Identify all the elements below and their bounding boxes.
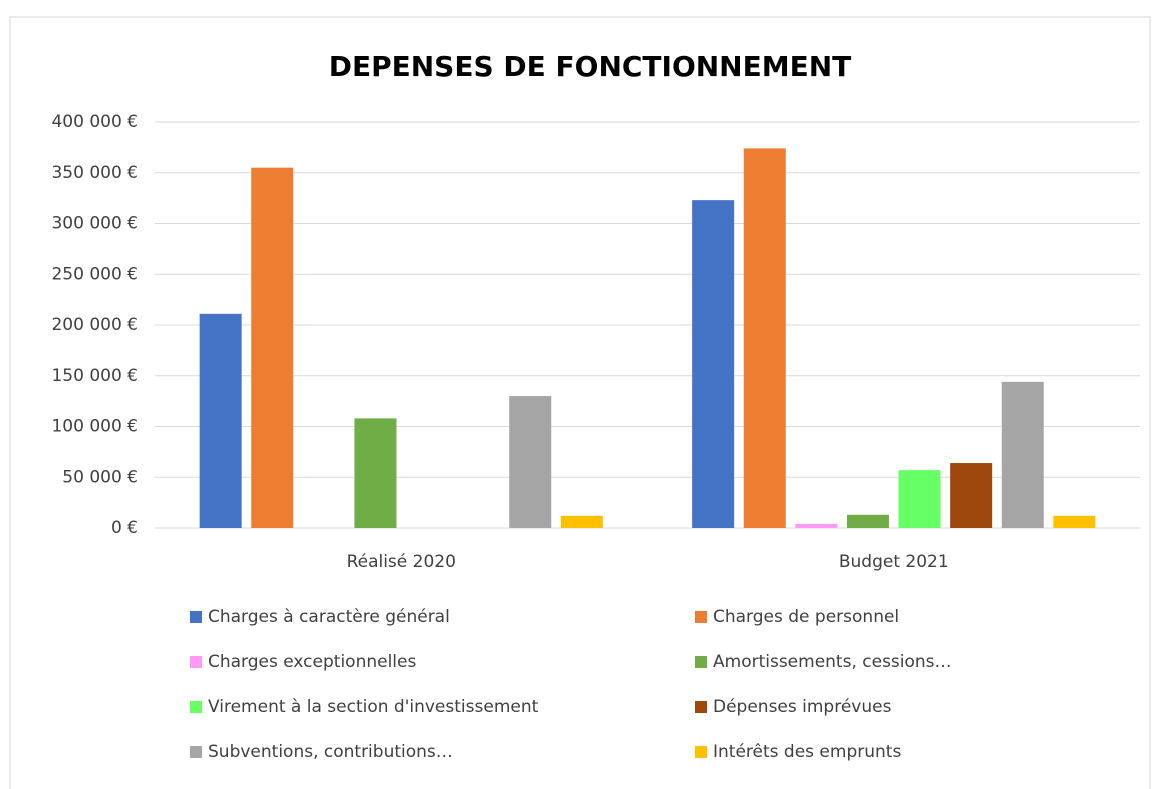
legend-swatch (695, 701, 707, 713)
x-tick-label: Budget 2021 (839, 552, 949, 572)
bar (199, 313, 242, 528)
chart-title: DEPENSES DE FONCTIONNEMENT (329, 50, 852, 83)
y-tick-label: 50 000 € (62, 467, 138, 487)
bar (846, 514, 889, 528)
legend-label: Subventions, contributions… (208, 742, 453, 762)
y-tick-label: 200 000 € (51, 315, 138, 335)
y-tick-label: 150 000 € (51, 366, 138, 386)
legend-label: Virement à la section d'investissement (208, 697, 539, 717)
bar (1001, 381, 1044, 528)
legend-swatch (695, 656, 707, 668)
bar (509, 396, 552, 528)
bar (560, 515, 603, 528)
y-tick-label: 400 000 € (51, 112, 138, 132)
legend-label: Dépenses imprévues (713, 697, 892, 717)
y-tick-label: 100 000 € (51, 417, 138, 437)
legend-label: Charges de personnel (713, 607, 899, 627)
bar (1053, 515, 1096, 528)
legend-swatch (190, 746, 202, 758)
x-tick-label: Réalisé 2020 (347, 552, 456, 572)
y-tick-label: 350 000 € (51, 163, 138, 183)
bar (795, 523, 838, 528)
bar (354, 418, 397, 528)
bar (692, 200, 735, 528)
bar (743, 148, 786, 528)
legend-label: Charges exceptionnelles (208, 652, 416, 672)
bar (251, 167, 294, 529)
y-tick-label: 250 000 € (51, 264, 138, 284)
legend-swatch (190, 611, 202, 623)
legend-swatch (190, 701, 202, 713)
y-tick-label: 0 € (111, 518, 138, 538)
legend-label: Intérêts des emprunts (713, 742, 901, 762)
y-tick-label: 300 000 € (51, 214, 138, 234)
legend-swatch (695, 611, 707, 623)
legend-swatch (190, 656, 202, 668)
bar (950, 463, 993, 528)
legend-label: Amortissements, cessions… (713, 652, 952, 672)
bar (898, 470, 941, 528)
legend-label: Charges à caractère général (208, 607, 450, 627)
legend-swatch (695, 746, 707, 758)
